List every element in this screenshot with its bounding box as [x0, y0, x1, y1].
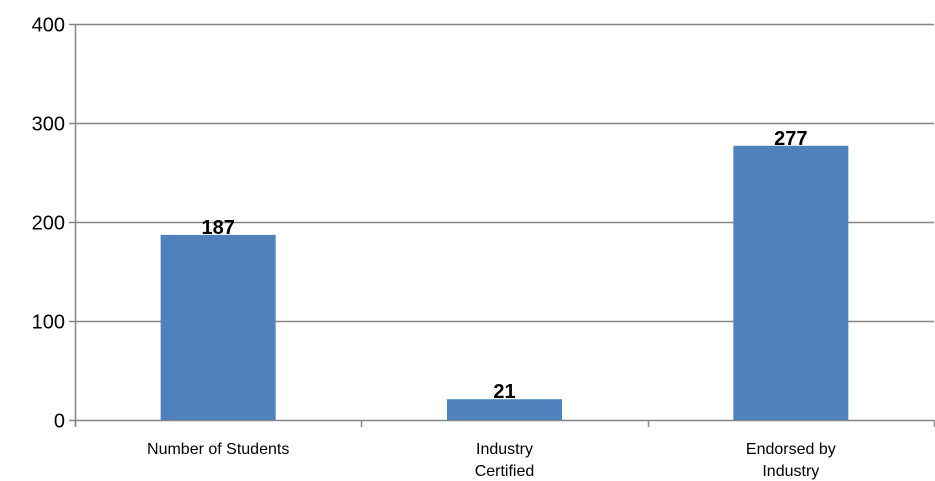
bar — [160, 234, 276, 420]
y-tick-label: 0 — [54, 411, 65, 433]
y-tick-labels: 0 100 200 300 400 — [32, 15, 65, 433]
y-tick-label: 200 — [32, 213, 65, 235]
y-tick-label: 100 — [32, 312, 65, 334]
bar — [447, 399, 562, 420]
bars — [160, 145, 849, 420]
x-tick-label: Endorsed by Industry — [746, 441, 836, 480]
x-tick-label: Industry Certified — [475, 441, 535, 480]
y-tick-label: 300 — [32, 114, 65, 136]
data-labels: 187 21 277 — [201, 128, 807, 403]
bar — [733, 145, 849, 420]
y-tick-label: 400 — [32, 15, 65, 37]
axes — [69, 23, 935, 427]
bar-data-label: 277 — [774, 128, 807, 150]
x-tick-labels: Number of Students Industry Certified Endor… — [147, 441, 836, 480]
bar-data-label: 21 — [493, 381, 515, 403]
x-tick-label: Number of Students — [147, 441, 289, 458]
bar-data-label: 187 — [201, 217, 234, 239]
